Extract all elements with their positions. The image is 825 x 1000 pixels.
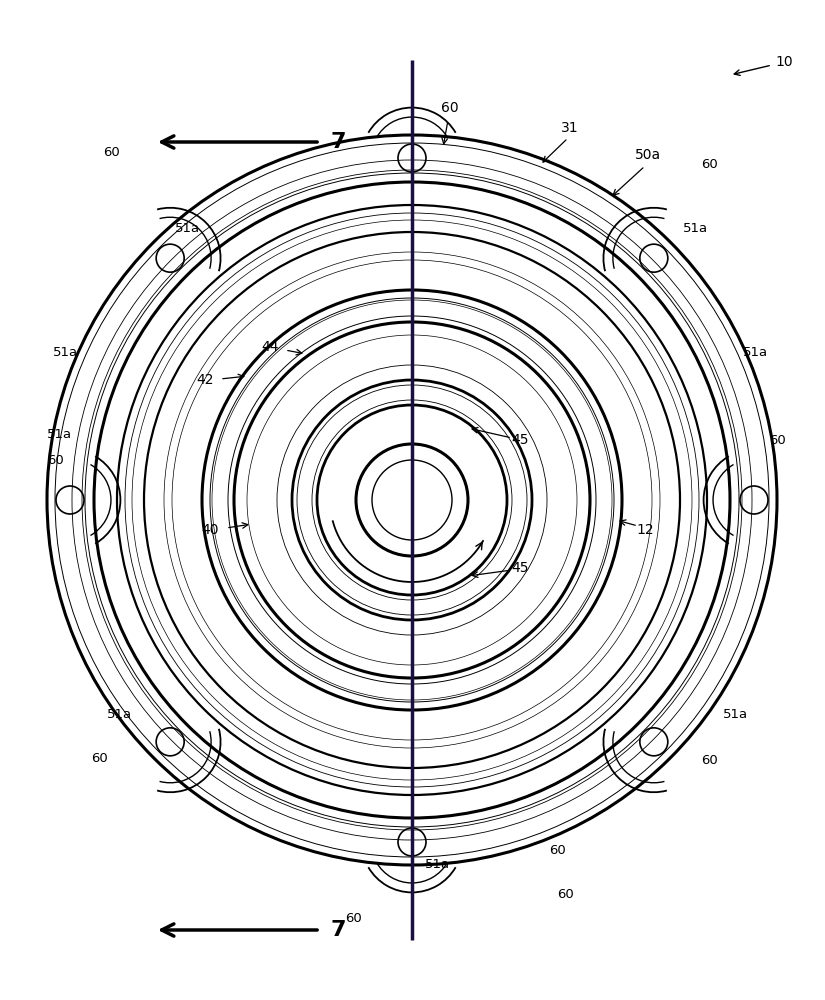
- Text: 60: 60: [770, 434, 786, 446]
- Text: 60: 60: [92, 752, 108, 764]
- Text: 51a: 51a: [682, 222, 708, 234]
- Text: 7: 7: [330, 920, 346, 940]
- Text: 40: 40: [201, 523, 219, 537]
- Text: 60: 60: [701, 754, 719, 766]
- Text: 51a: 51a: [723, 708, 747, 722]
- Text: 31: 31: [561, 121, 579, 135]
- Text: 51a: 51a: [48, 428, 73, 442]
- Text: 51a: 51a: [176, 222, 200, 234]
- Text: 60: 60: [346, 912, 362, 924]
- Text: 10: 10: [775, 55, 793, 69]
- Text: 42: 42: [196, 373, 214, 387]
- Text: 51a: 51a: [426, 858, 450, 871]
- Text: 60: 60: [558, 888, 574, 902]
- Text: 45: 45: [512, 561, 529, 575]
- Text: 60: 60: [104, 145, 120, 158]
- Text: 44: 44: [262, 340, 279, 354]
- Text: 60: 60: [441, 101, 459, 115]
- Text: 12: 12: [636, 523, 653, 537]
- Text: 60: 60: [48, 454, 64, 466]
- Text: 7: 7: [330, 132, 346, 152]
- Text: 60: 60: [549, 844, 567, 856]
- Text: 60: 60: [701, 158, 719, 172]
- Text: 50a: 50a: [635, 148, 661, 162]
- Text: 51a: 51a: [107, 708, 133, 722]
- Text: 45: 45: [512, 433, 529, 447]
- Text: 51a: 51a: [53, 347, 78, 360]
- Text: 51a: 51a: [743, 347, 769, 360]
